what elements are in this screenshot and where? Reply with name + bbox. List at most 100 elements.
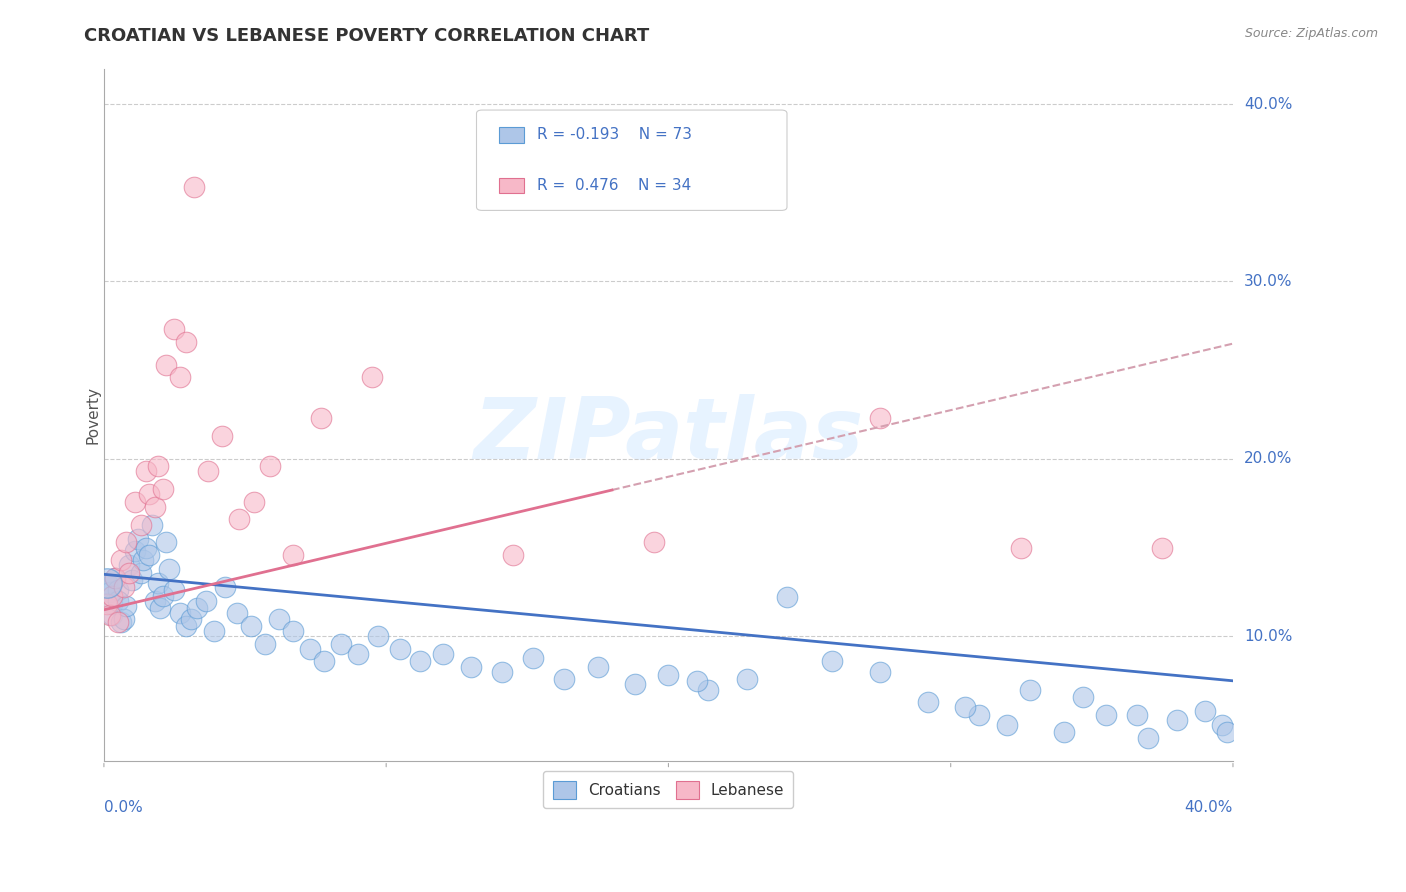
- Point: [685, 673, 707, 688]
- Point: [202, 624, 225, 639]
- Point: [347, 647, 370, 661]
- Point: [129, 517, 152, 532]
- Point: [115, 535, 138, 549]
- Point: [118, 558, 141, 573]
- Point: [118, 566, 141, 580]
- Point: [409, 654, 432, 668]
- Point: [1052, 725, 1074, 739]
- Point: [107, 615, 129, 630]
- Point: [460, 659, 482, 673]
- Text: CROATIAN VS LEBANESE POVERTY CORRELATION CHART: CROATIAN VS LEBANESE POVERTY CORRELATION…: [84, 27, 650, 45]
- Legend: Croatians, Lebanese: Croatians, Lebanese: [544, 772, 793, 808]
- Point: [110, 553, 132, 567]
- Point: [112, 580, 135, 594]
- Point: [101, 589, 124, 603]
- Point: [281, 624, 304, 639]
- Point: [96, 598, 118, 612]
- Point: [155, 358, 177, 372]
- Point: [174, 619, 197, 633]
- Point: [143, 594, 166, 608]
- Point: [1216, 725, 1239, 739]
- Point: [309, 411, 332, 425]
- Point: [553, 672, 575, 686]
- Text: Source: ZipAtlas.com: Source: ZipAtlas.com: [1244, 27, 1378, 40]
- Text: 20.0%: 20.0%: [1244, 451, 1292, 467]
- Point: [155, 535, 177, 549]
- Point: [953, 700, 976, 714]
- Point: [174, 334, 197, 349]
- Point: [149, 601, 172, 615]
- Point: [1194, 704, 1216, 718]
- Point: [1010, 541, 1032, 555]
- Point: [1126, 707, 1149, 722]
- Point: [361, 370, 384, 384]
- Point: [1137, 731, 1160, 745]
- Text: R = -0.193    N = 73: R = -0.193 N = 73: [537, 128, 693, 143]
- Point: [141, 517, 163, 532]
- Point: [104, 571, 127, 585]
- Point: [995, 718, 1018, 732]
- Point: [522, 650, 544, 665]
- Point: [98, 585, 121, 599]
- Point: [312, 654, 335, 668]
- Point: [127, 532, 149, 546]
- Point: [869, 411, 891, 425]
- Point: [643, 535, 665, 549]
- Point: [737, 672, 759, 686]
- Text: 40.0%: 40.0%: [1244, 96, 1292, 112]
- Point: [1073, 690, 1095, 704]
- Point: [697, 682, 720, 697]
- Point: [104, 571, 127, 585]
- Point: [623, 677, 645, 691]
- Point: [197, 464, 219, 478]
- Point: [135, 541, 157, 555]
- Point: [157, 562, 180, 576]
- Point: [163, 322, 186, 336]
- Point: [242, 494, 264, 508]
- Point: [1166, 713, 1188, 727]
- Text: 40.0%: 40.0%: [1185, 799, 1233, 814]
- Point: [225, 607, 247, 621]
- Point: [253, 636, 276, 650]
- Point: [96, 576, 118, 591]
- Point: [491, 665, 513, 679]
- Point: [432, 647, 454, 661]
- Point: [186, 601, 208, 615]
- FancyBboxPatch shape: [477, 110, 787, 211]
- Point: [146, 576, 169, 591]
- Point: [152, 482, 174, 496]
- Point: [138, 548, 160, 562]
- Text: R =  0.476    N = 34: R = 0.476 N = 34: [537, 178, 692, 193]
- Point: [502, 548, 524, 562]
- Point: [132, 553, 155, 567]
- Point: [146, 458, 169, 473]
- Point: [1095, 707, 1118, 722]
- Point: [657, 668, 679, 682]
- Point: [138, 487, 160, 501]
- Point: [586, 659, 609, 673]
- Point: [389, 641, 412, 656]
- Point: [129, 566, 152, 580]
- Point: [152, 589, 174, 603]
- FancyBboxPatch shape: [499, 178, 524, 193]
- Text: 10.0%: 10.0%: [1244, 629, 1292, 644]
- Point: [821, 654, 844, 668]
- Point: [112, 612, 135, 626]
- Point: [110, 615, 132, 630]
- Point: [367, 629, 389, 643]
- Point: [121, 573, 143, 587]
- Point: [101, 608, 124, 623]
- Point: [298, 641, 321, 656]
- Point: [1211, 718, 1233, 732]
- Y-axis label: Poverty: Poverty: [86, 385, 100, 443]
- Point: [267, 612, 290, 626]
- Point: [281, 548, 304, 562]
- Point: [330, 636, 353, 650]
- Point: [98, 608, 121, 623]
- Point: [124, 494, 146, 508]
- Point: [107, 594, 129, 608]
- Point: [869, 665, 891, 679]
- Point: [194, 594, 217, 608]
- Point: [214, 580, 236, 594]
- Point: [96, 576, 118, 591]
